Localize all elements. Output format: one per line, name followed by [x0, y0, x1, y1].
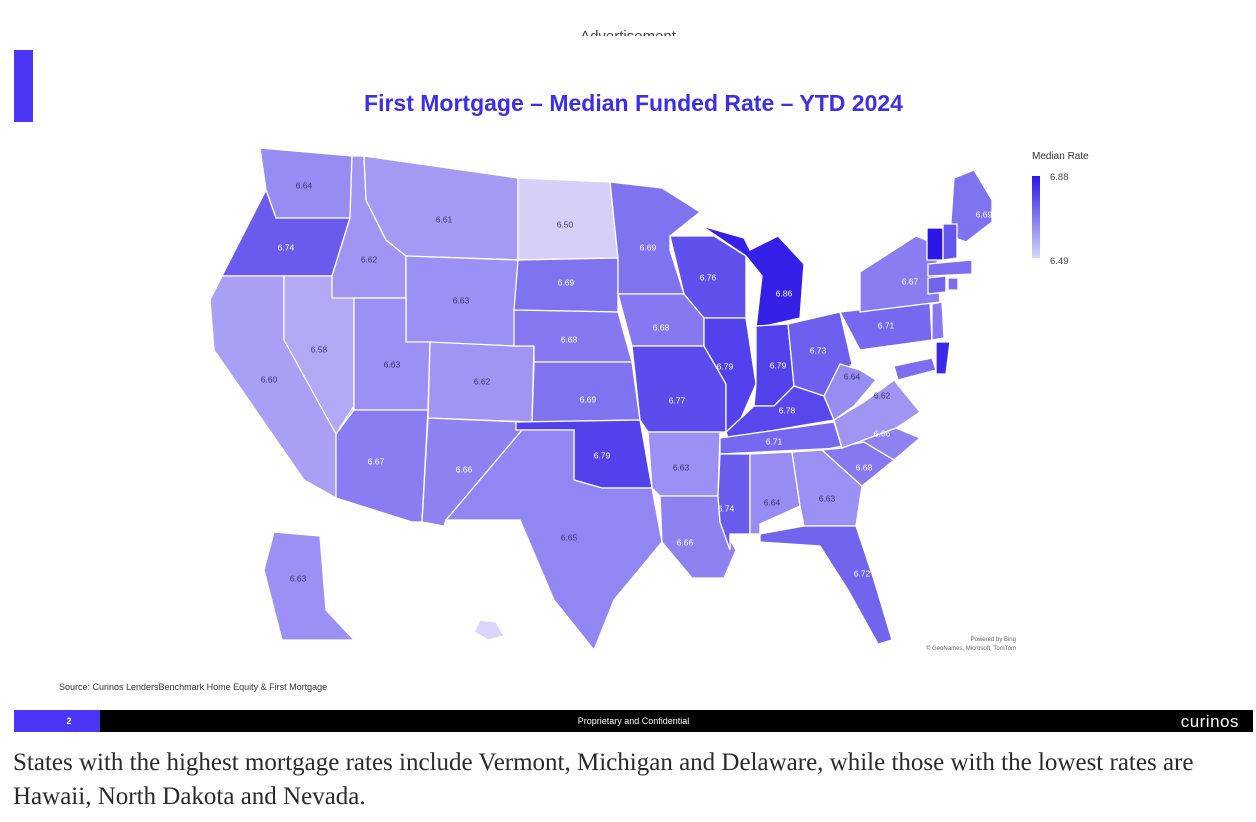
state-de	[935, 341, 951, 375]
state-label-ks: 6.69	[580, 394, 597, 404]
state-nh	[942, 223, 958, 261]
slide: First Mortgage – Median Funded Rate – YT…	[14, 50, 1253, 732]
state-label-tx: 6.65	[561, 532, 578, 542]
state-label-sc: 6.68	[856, 462, 873, 472]
state-label-az: 6.67	[368, 456, 385, 466]
state-label-ar: 6.63	[673, 462, 690, 472]
ad-label: Advertisement	[0, 22, 1256, 36]
state-label-ga: 6.63	[819, 493, 836, 503]
legend-title: Median Rate	[1032, 151, 1089, 162]
source-note: Source: Curinos LendersBenchmark Home Eq…	[59, 682, 328, 692]
state-label-wy: 6.63	[453, 295, 470, 305]
state-label-tn: 6.71	[766, 436, 783, 446]
state-label-mi: 6.86	[776, 288, 793, 298]
state-label-nm: 6.66	[456, 464, 473, 474]
state-label-ok: 6.79	[594, 450, 611, 460]
state-label-ms: 6.74	[718, 503, 735, 513]
state-wv	[823, 363, 877, 421]
state-md	[893, 357, 937, 381]
state-label-pa: 6.71	[878, 320, 895, 330]
state-label-ky: 6.78	[779, 405, 796, 415]
state-label-il: 6.79	[717, 361, 734, 371]
us-map: 6.64 6.74 6.60 6.58 6.62 6.61 6.63 6.63 6.67 6.62…	[209, 147, 993, 652]
state-va	[833, 379, 921, 449]
state-label-me: 6.69	[976, 209, 993, 219]
curinos-logo: curinos	[1180, 712, 1239, 731]
state-label-co: 6.62	[474, 376, 491, 386]
state-label-oh: 6.73	[810, 345, 827, 355]
state-label-nv: 6.58	[311, 344, 328, 354]
state-mn	[609, 181, 702, 295]
state-label-fl: 6.72	[854, 568, 871, 578]
page-number-box	[14, 710, 100, 732]
accent-bar	[14, 50, 33, 122]
state-label-wa: 6.64	[296, 180, 313, 190]
state-tx	[444, 429, 663, 652]
attribution-credits: © GeoNames, Microsoft, TomTom	[926, 646, 1016, 652]
state-label-nd: 6.50	[557, 219, 574, 229]
state-label-ne: 6.68	[561, 334, 578, 344]
state-label-ak: 6.63	[290, 573, 307, 583]
confidential-notice: Proprietary and Confidential	[577, 716, 690, 726]
slide-footer: 2 Proprietary and Confidential curinos	[14, 710, 1253, 732]
state-label-in: 6.79	[770, 360, 787, 370]
state-mi	[701, 225, 805, 329]
state-label-ny: 6.67	[902, 276, 919, 286]
state-label-nc: 6.66	[874, 428, 891, 438]
state-label-al: 6.64	[764, 497, 781, 507]
state-label-va: 6.62	[874, 390, 891, 400]
state-label-ut: 6.63	[384, 359, 401, 369]
state-al	[749, 451, 801, 535]
state-label-ca: 6.60	[261, 374, 278, 384]
state-label-la: 6.66	[677, 537, 694, 547]
state-ak	[263, 531, 356, 641]
state-fl	[759, 525, 893, 645]
state-ct	[927, 275, 947, 295]
state-label-mt: 6.61	[436, 214, 453, 224]
state-ma	[927, 259, 973, 277]
state-label-sd: 6.69	[558, 277, 575, 287]
state-ks	[531, 361, 641, 423]
state-label-wv: 6.64	[844, 371, 861, 381]
page-number: 2	[66, 716, 72, 726]
legend-color-scale	[1032, 176, 1040, 258]
state-nj	[931, 301, 945, 341]
state-label-mn: 6.69	[640, 242, 657, 252]
state-label-wi: 6.76	[700, 272, 717, 282]
slide-title: First Mortgage – Median Funded Rate – YT…	[364, 90, 903, 116]
state-label-mo: 6.77	[669, 395, 686, 405]
state-hi	[473, 619, 505, 641]
attribution-powered-by: Powered by Bing	[970, 637, 1016, 643]
state-label-id: 6.62	[361, 254, 378, 264]
legend-max-value: 6.88	[1050, 172, 1069, 183]
state-label-or: 6.74	[278, 242, 295, 252]
state-ri	[947, 277, 959, 291]
state-vt	[926, 227, 944, 261]
article-caption: States with the highest mortgage rates i…	[13, 749, 1194, 810]
state-label-ia: 6.68	[653, 322, 670, 332]
map-attribution: Powered by Bing © GeoNames, Microsoft, T…	[884, 636, 1016, 654]
legend-min-value: 6.49	[1050, 256, 1069, 267]
